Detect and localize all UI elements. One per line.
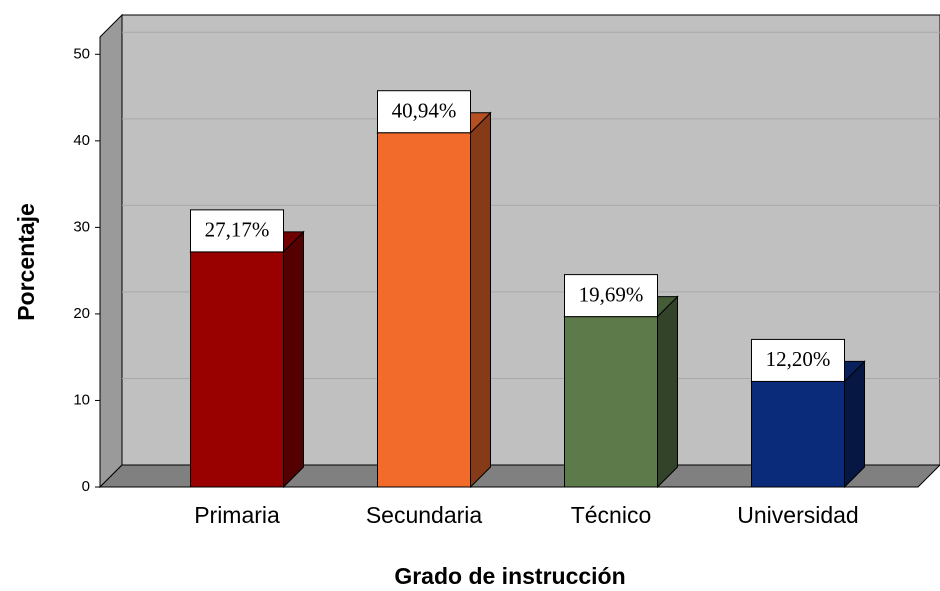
bar-side [657,295,678,489]
bar [751,380,845,488]
x-tick-label: Técnico [571,502,652,528]
bar [190,251,284,488]
x-tick-label: Universidad [737,502,858,528]
y-tick-label: 20 [73,305,90,322]
x-tick-label: Primaria [194,502,280,528]
x-tick-label: Secundaria [366,502,483,528]
value-label: 12,20% [766,347,831,371]
value-label-box [751,338,845,382]
y-axis-title: Porcentaje [13,203,39,321]
bar-side [470,111,491,489]
bar [564,316,658,488]
bar [377,132,471,488]
value-label-box [564,274,658,318]
bar-side [283,230,304,489]
bar-side [844,360,865,489]
side-wall [99,13,123,489]
x-axis-title: Grado de instrucción [394,563,625,589]
y-tick-label: 30 [73,218,90,235]
y-tick-label: 10 [73,391,90,408]
y-tick-label: 40 [73,132,90,149]
y-tick-label: 50 [73,45,90,62]
y-tick-label: 0 [82,478,90,495]
value-label-box [377,90,471,134]
value-label: 27,17% [205,218,270,242]
value-label-box [190,209,284,253]
value-label: 19,69% [579,282,644,306]
value-label: 40,94% [392,99,457,123]
